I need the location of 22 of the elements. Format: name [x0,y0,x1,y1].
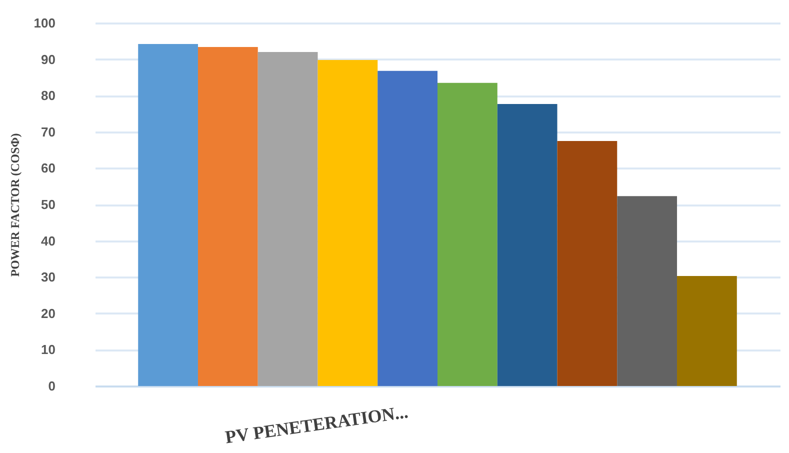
y-tick-label: 30 [41,270,56,285]
y-tick-label: 80 [41,88,56,104]
y-tick-label: 100 [34,16,56,30]
bar [557,140,618,386]
y-tick-label: 60 [41,160,56,176]
y-tick-label: 40 [41,233,56,248]
y-tick-label: 20 [41,306,56,321]
y-tick-label: 10 [41,342,56,358]
bar [438,82,498,386]
bar [198,46,258,386]
bar [378,70,438,386]
bar [318,60,378,386]
bar [617,196,678,386]
y-axis-title: POWER FACTOR (COSΦ) [8,133,22,277]
y-tick-label: 0 [48,378,56,394]
y-tick-label: 50 [41,197,56,212]
bar [138,44,198,386]
y-tick-label: 90 [41,52,56,67]
bar [258,52,318,386]
y-tick-label: 70 [41,124,56,140]
bar [497,104,558,386]
bar [677,276,737,386]
